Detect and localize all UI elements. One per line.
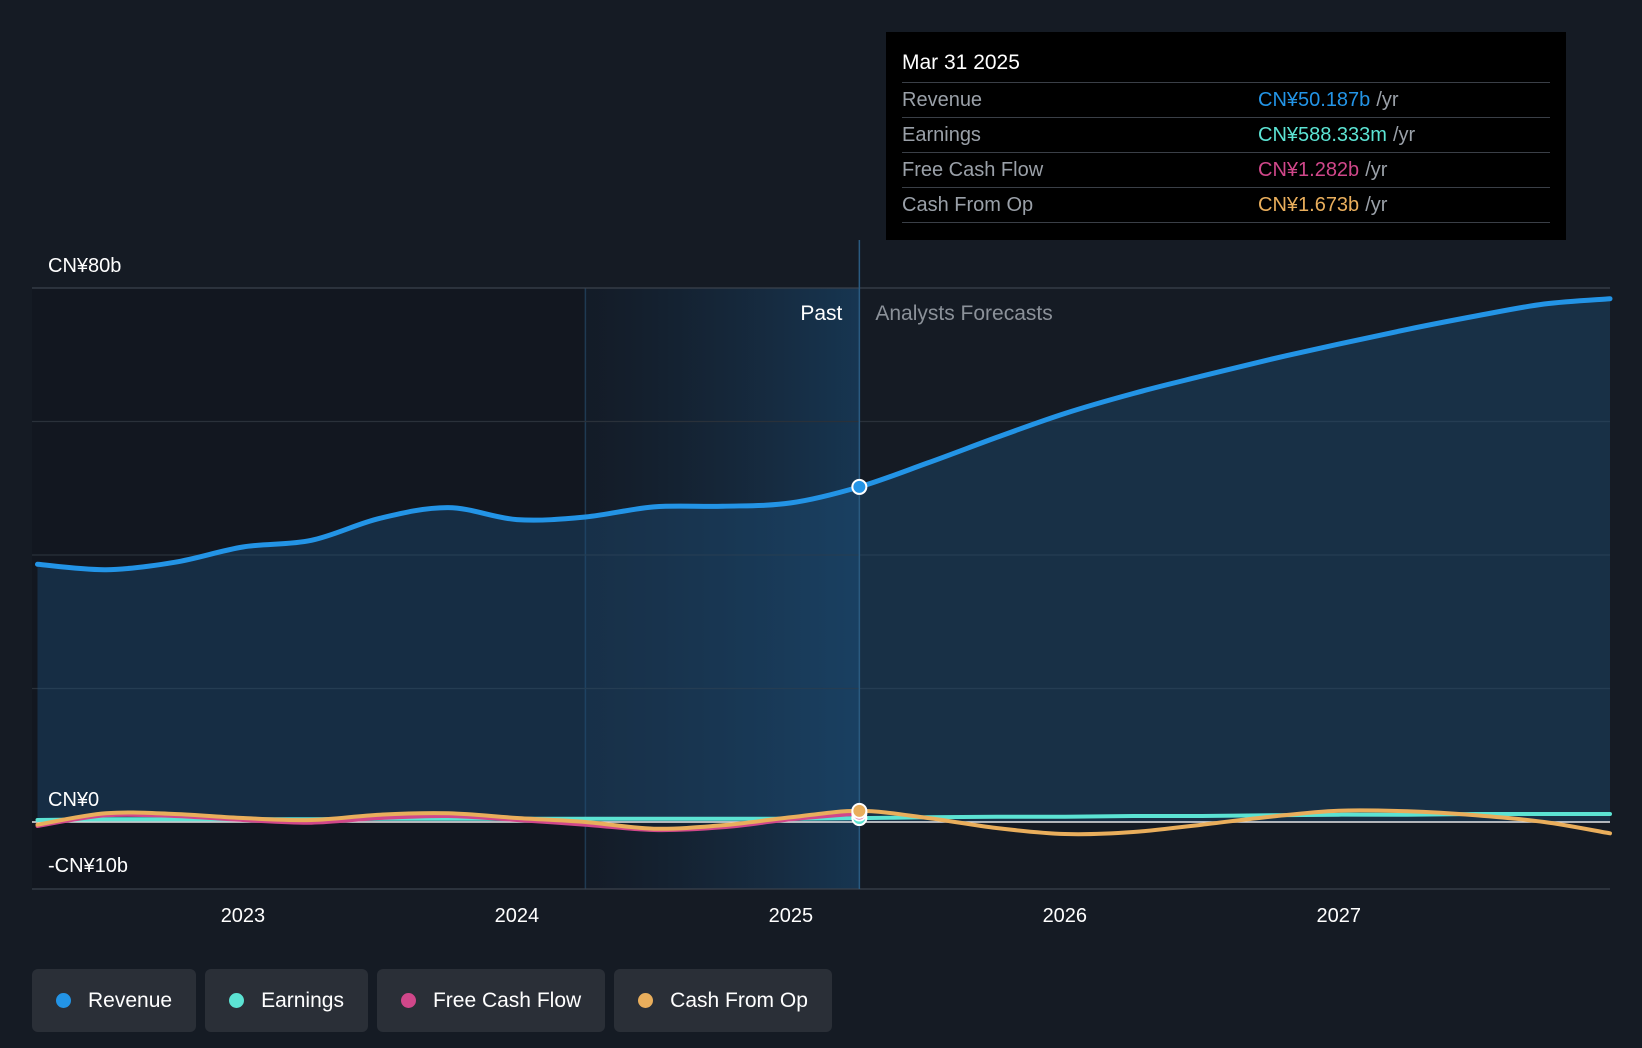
tooltip-unit: /yr: [1365, 159, 1388, 181]
tooltip-row-cash-from-op: Cash From Op CN¥1.673b /yr: [902, 188, 1550, 223]
tooltip-label: Free Cash Flow: [902, 159, 1044, 181]
series-line-cash-from-op: [35, 808, 1612, 837]
x-tick-label: 2025: [769, 905, 814, 927]
legend-item-revenue[interactable]: Revenue: [32, 969, 197, 1032]
legend-dot-icon: [400, 993, 416, 1008]
x-tick-label: 2024: [495, 905, 540, 927]
x-tick-label: 2023: [221, 905, 266, 927]
revenue-area: [37, 298, 1610, 822]
x-tick-label: 2026: [1043, 905, 1088, 927]
y-tick-label: CN¥80b: [48, 255, 121, 277]
y-tick-label: -CN¥10b: [48, 855, 128, 877]
tooltip-row-free-cash-flow: Free Cash Flow CN¥1.282b /yr: [902, 153, 1550, 188]
tooltip-label: Earnings: [902, 124, 981, 146]
tooltip-row-revenue: Revenue CN¥50.187b /yr: [902, 83, 1550, 118]
marker-revenue: [851, 478, 868, 495]
series-line-revenue: [35, 296, 1613, 573]
y-tick-label: CN¥0: [48, 789, 99, 811]
tooltip-unit: /yr: [1376, 89, 1399, 111]
tooltip-unit: /yr: [1365, 194, 1388, 216]
legend-item-earnings[interactable]: Earnings: [205, 969, 368, 1032]
tooltip-value: CN¥50.187b: [1258, 89, 1371, 111]
legend-dot-icon: [638, 993, 654, 1008]
tooltip-value: CN¥1.673b: [1258, 194, 1360, 216]
current-point-markers: [851, 478, 868, 827]
x-tick-label: 2027: [1317, 905, 1362, 927]
legend-label: Cash From Op: [670, 988, 808, 1012]
tooltip-value: CN¥588.333m: [1258, 124, 1387, 146]
gridlines: [32, 287, 1610, 890]
data-tooltip: Mar 31 2025 Revenue CN¥50.187b /yr Earni…: [886, 32, 1566, 240]
legend-item-cash-from-op[interactable]: Cash From Op: [614, 969, 832, 1032]
legend-dot-icon: [229, 993, 245, 1008]
analysts-forecasts-label: Analysts Forecasts: [875, 302, 1052, 325]
past-highlight-band: [585, 288, 860, 889]
marker-cash-from-op: [851, 802, 868, 819]
tooltip-label: Cash From Op: [902, 194, 1034, 216]
legend-dot-icon: [56, 993, 71, 1008]
tooltip-unit: /yr: [1392, 124, 1416, 146]
past-label: Past: [800, 302, 842, 325]
legend-label: Earnings: [261, 988, 344, 1012]
tooltip-value: CN¥1.282b: [1258, 159, 1360, 181]
tooltip-row-earnings: Earnings CN¥588.333m /yr: [902, 118, 1550, 153]
chart-legend: Revenue Earnings Free Cash Flow Cash Fro…: [32, 969, 832, 1032]
x-axis-labels: 2023 2024 2025 2026 2027: [221, 905, 1361, 927]
tooltip-label: Revenue: [902, 89, 983, 111]
tooltip-date: Mar 31 2025: [902, 46, 1550, 83]
y-axis-labels: CN¥80b CN¥0 -CN¥10b: [48, 255, 128, 877]
legend-label: Revenue: [88, 988, 173, 1012]
series-lines: [35, 296, 1613, 837]
legend-label: Free Cash Flow: [432, 988, 582, 1012]
legend-item-free-cash-flow[interactable]: Free Cash Flow: [376, 969, 606, 1032]
